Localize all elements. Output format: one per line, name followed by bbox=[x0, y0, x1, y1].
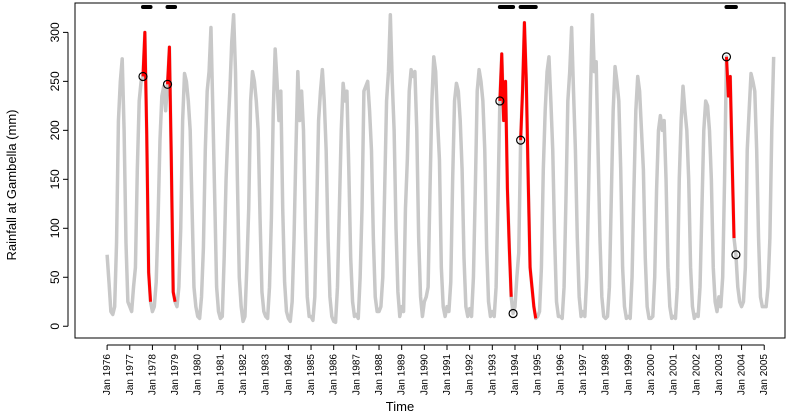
highlight-line bbox=[724, 56, 736, 239]
x-tick-label: Jan 1976 bbox=[102, 354, 113, 396]
x-tick-label: Jan 1996 bbox=[555, 354, 566, 396]
x-tick-label: Jan 2001 bbox=[669, 354, 680, 396]
x-tick-label: Jan 2004 bbox=[737, 354, 748, 396]
point bbox=[721, 52, 732, 62]
x-tick-label: Jan 1984 bbox=[283, 354, 294, 396]
x-tick-label: Jan 1989 bbox=[397, 354, 408, 396]
x-tick-label: Jan 2005 bbox=[759, 354, 770, 396]
highlight-line bbox=[519, 21, 538, 319]
y-tick-label: 150 bbox=[48, 169, 62, 189]
x-tick-label: Jan 1980 bbox=[193, 354, 204, 396]
y-axis-title: Rainfall at Gambella (mm) bbox=[4, 110, 19, 261]
y-tick-label: 300 bbox=[48, 22, 62, 42]
x-tick-label: Jan 1986 bbox=[329, 354, 340, 396]
x-tick-label: Jan 1978 bbox=[147, 354, 158, 396]
x-tick-label: Jan 1987 bbox=[351, 354, 362, 396]
x-tick-label: Jan 1993 bbox=[487, 354, 498, 396]
x-axis-title: Time bbox=[386, 399, 414, 414]
x-tick-label: Jan 1995 bbox=[533, 354, 544, 396]
x-tick-label: Jan 2002 bbox=[691, 354, 702, 396]
x-tick-label: Jan 1992 bbox=[465, 354, 476, 396]
x-tick-label: Jan 2003 bbox=[714, 354, 725, 396]
x-tick-label: Jan 1977 bbox=[125, 354, 136, 396]
x-tick-label: Jan 1979 bbox=[170, 354, 181, 396]
x-tick-label: Jan 1999 bbox=[623, 354, 634, 396]
y-tick-label: 100 bbox=[48, 218, 62, 238]
x-tick-label: Jan 1998 bbox=[601, 354, 612, 396]
point bbox=[516, 135, 526, 145]
x-tick-label: Jan 1981 bbox=[215, 354, 226, 396]
plot-frame bbox=[74, 2, 786, 339]
highlight-line bbox=[498, 52, 513, 297]
y-tick-label: 50 bbox=[48, 270, 62, 284]
point bbox=[138, 71, 148, 82]
point bbox=[731, 250, 741, 260]
x-tick-label: Jan 1983 bbox=[261, 354, 272, 396]
x-tick-label: Jan 1994 bbox=[510, 354, 521, 396]
x-tick-label: Jan 1985 bbox=[306, 354, 317, 396]
x-tick-label: Jan 1982 bbox=[238, 354, 249, 396]
y-tick-label: 200 bbox=[48, 120, 62, 140]
point bbox=[495, 96, 505, 106]
x-tick-label: Jan 1991 bbox=[442, 354, 453, 396]
x-tick-label: Jan 2000 bbox=[646, 354, 657, 396]
point bbox=[162, 79, 173, 89]
y-tick-label: 250 bbox=[48, 71, 62, 91]
x-tick-label: Jan 1988 bbox=[374, 354, 385, 396]
x-tick-label: Jan 1990 bbox=[419, 354, 430, 396]
point bbox=[508, 308, 518, 319]
y-tick-label: 0 bbox=[48, 323, 62, 330]
highlight-line bbox=[141, 30, 153, 302]
highlight-line bbox=[166, 45, 177, 303]
rainfall-line bbox=[105, 13, 776, 325]
x-tick-label: Jan 1997 bbox=[578, 354, 589, 396]
